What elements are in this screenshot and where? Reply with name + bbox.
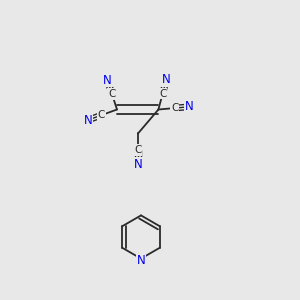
Text: C: C xyxy=(159,88,166,99)
Text: N: N xyxy=(162,73,171,86)
Text: N: N xyxy=(136,254,146,267)
Text: C: C xyxy=(108,89,116,99)
Text: N: N xyxy=(185,100,194,113)
Text: C: C xyxy=(98,110,105,120)
Text: C: C xyxy=(171,103,178,113)
Text: N: N xyxy=(84,114,92,127)
Text: N: N xyxy=(134,158,142,171)
Text: N: N xyxy=(103,74,112,87)
Text: C: C xyxy=(134,145,142,155)
